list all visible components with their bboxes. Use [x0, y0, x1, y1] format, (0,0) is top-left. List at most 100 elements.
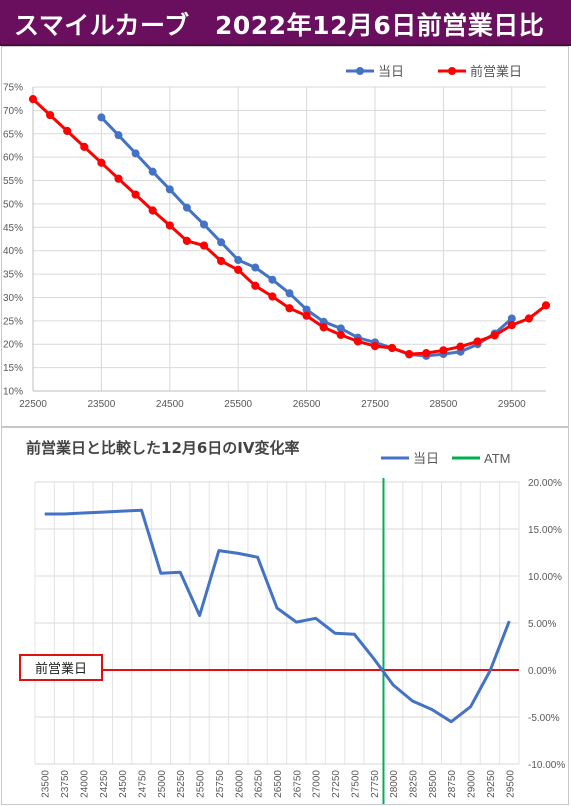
data-point — [200, 220, 208, 229]
x-tick-label: 28500 — [429, 399, 457, 410]
iv-change-chart-panel — [1, 427, 569, 805]
x-tick-label: 26250 — [254, 770, 265, 798]
legend-label: 当日 — [378, 64, 404, 79]
data-point — [319, 317, 328, 326]
x-tick-label: 25000 — [157, 770, 168, 798]
legend-label: ATM — [484, 451, 510, 466]
data-point — [439, 346, 448, 355]
data-point — [490, 331, 499, 340]
data-point — [524, 314, 534, 323]
y-tick-label: 55% — [3, 176, 23, 187]
y-tick-label: 40% — [3, 246, 23, 257]
y-tick-label: 70% — [3, 106, 23, 117]
x-tick-label: 25250 — [176, 770, 187, 798]
data-point — [336, 330, 345, 339]
data-point — [234, 256, 243, 265]
y-tick-label: 20% — [3, 340, 23, 351]
x-tick-label: 26500 — [273, 770, 284, 798]
y-tick-label: -10.00% — [528, 760, 565, 771]
x-tick-label: 27500 — [361, 399, 389, 410]
data-point — [251, 281, 260, 290]
y-tick-label: 5.00% — [528, 619, 556, 630]
x-tick-label: 27250 — [331, 770, 342, 798]
y-tick-label: 45% — [3, 223, 23, 234]
iv-change-chart-title: 前営業日と比較した12月6日のIV変化率 — [26, 439, 300, 457]
reference-line-label: 前営業日 — [19, 654, 103, 681]
x-tick-label: 24250 — [99, 770, 110, 798]
y-tick-label: 10% — [3, 387, 23, 398]
x-tick-label: 27000 — [312, 770, 323, 798]
data-point — [148, 206, 157, 215]
legend-label: 当日 — [413, 451, 439, 466]
data-point — [46, 110, 55, 120]
data-point — [131, 149, 140, 158]
x-tick-label: 25500 — [196, 770, 207, 798]
data-point — [182, 203, 191, 212]
y-tick-label: 65% — [3, 129, 23, 140]
y-tick-label: 0.00% — [528, 666, 556, 677]
x-tick-label: 29500 — [505, 770, 516, 798]
data-point — [182, 236, 191, 245]
reference-line-label-text: 前営業日 — [34, 662, 87, 677]
x-tick-label: 27750 — [370, 770, 381, 798]
data-point — [80, 142, 89, 151]
data-point — [285, 289, 294, 298]
y-tick-label: 50% — [3, 199, 23, 210]
x-tick-label: 29500 — [498, 399, 526, 410]
data-point — [251, 263, 260, 272]
data-point — [507, 320, 516, 330]
x-tick-label: 26000 — [234, 770, 245, 798]
x-tick-label: 23500 — [41, 770, 52, 798]
y-tick-label: 15% — [3, 363, 23, 374]
y-tick-label: 35% — [3, 270, 23, 281]
y-tick-label: 10.00% — [528, 572, 562, 583]
data-point — [388, 343, 397, 353]
x-tick-label: 28250 — [409, 770, 420, 798]
data-point — [148, 167, 157, 176]
data-point — [268, 275, 277, 284]
x-tick-label: 28500 — [428, 770, 439, 798]
series-line-0 — [44, 508, 511, 724]
x-tick-label: 24500 — [156, 399, 184, 410]
data-point — [97, 158, 106, 167]
data-point — [199, 241, 209, 250]
data-point — [217, 256, 226, 266]
y-tick-label: 60% — [3, 153, 23, 164]
data-point — [114, 131, 123, 140]
data-point — [63, 126, 72, 136]
data-point — [217, 238, 226, 247]
data-point — [285, 304, 294, 313]
x-tick-label: 28000 — [389, 770, 400, 798]
data-point — [405, 349, 414, 359]
y-tick-label: 30% — [3, 293, 23, 304]
data-point — [319, 323, 328, 332]
data-point — [507, 314, 516, 323]
x-tick-label: 24750 — [137, 770, 148, 798]
data-point — [268, 292, 277, 301]
x-tick-label: 23750 — [60, 770, 71, 798]
data-point — [370, 342, 380, 351]
data-point — [302, 311, 311, 320]
data-point — [97, 113, 106, 122]
data-point — [541, 301, 551, 310]
data-point — [353, 337, 362, 346]
x-tick-label: 24500 — [118, 770, 129, 798]
x-tick-label: 29000 — [467, 770, 478, 798]
smile-curve-chart-panel — [1, 46, 569, 427]
y-tick-label: -5.00% — [528, 713, 560, 724]
data-point — [456, 342, 465, 351]
x-tick-label: 29250 — [486, 770, 497, 798]
data-point — [336, 324, 345, 333]
legend-marker — [448, 67, 456, 75]
banner: スマイルカーブ 2022年12月6日前営業日比 — [0, 0, 571, 46]
y-tick-label: 20.00% — [528, 478, 562, 489]
x-tick-label: 22500 — [19, 399, 47, 410]
x-tick-label: 24000 — [79, 770, 90, 798]
data-point — [28, 95, 38, 104]
x-tick-label: 25750 — [215, 770, 226, 798]
banner-title: スマイルカーブ 2022年12月6日前営業日比 — [14, 11, 545, 40]
x-tick-label: 23500 — [87, 399, 115, 410]
x-tick-label: 26750 — [292, 770, 303, 798]
